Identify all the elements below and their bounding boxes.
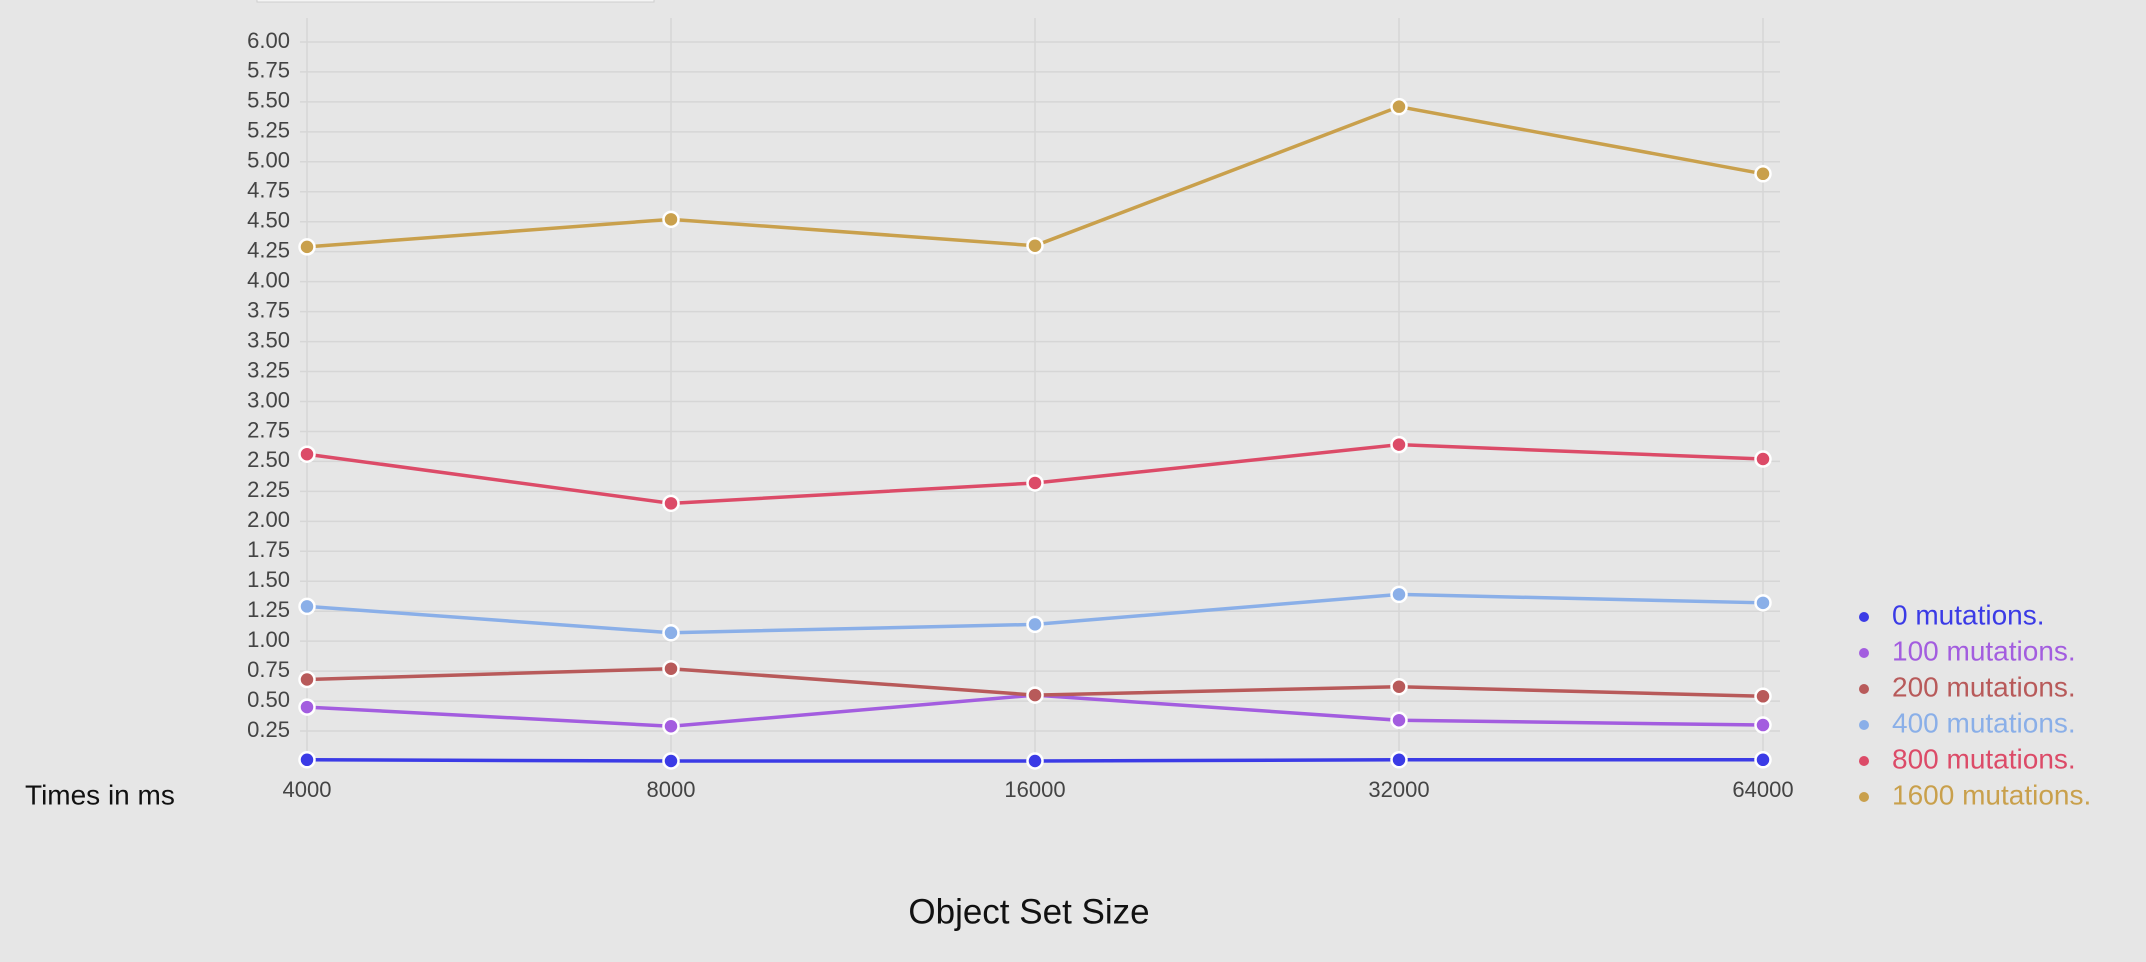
y-tick-label: 1.00 (247, 627, 290, 652)
legend-label: 100 mutations. (1892, 635, 2076, 666)
data-point (298, 751, 316, 769)
legend-label: 200 mutations. (1892, 671, 2076, 702)
y-tick-label: 3.25 (247, 357, 290, 382)
x-tick-label: 64000 (1732, 777, 1793, 802)
data-point (1754, 687, 1772, 706)
data-point (1026, 236, 1044, 255)
x-tick-label: 32000 (1368, 777, 1429, 802)
legend-label: 0 mutations. (1892, 599, 2045, 630)
y-tick-label: 2.50 (247, 447, 290, 472)
x-tick-label: 8000 (647, 777, 696, 802)
y-axis-label: Times in ms (25, 779, 175, 810)
data-point (1390, 97, 1408, 116)
x-tick-label: 16000 (1004, 777, 1065, 802)
input-box-edge (256, 0, 655, 3)
data-point (1390, 677, 1408, 696)
y-tick-label: 3.50 (247, 327, 290, 352)
data-point (662, 210, 680, 229)
data-point (1754, 165, 1772, 183)
y-tick-label: 5.75 (247, 58, 290, 83)
y-tick-label: 0.25 (247, 717, 290, 742)
data-point (1026, 686, 1044, 704)
legend-marker (1859, 792, 1869, 802)
data-point (298, 597, 316, 616)
data-point (662, 624, 680, 642)
data-point (1390, 711, 1408, 730)
y-tick-label: 5.00 (247, 148, 290, 173)
y-tick-label: 3.00 (247, 387, 290, 412)
data-point (1390, 435, 1408, 454)
data-point (662, 752, 680, 770)
data-point (1026, 474, 1044, 492)
legend-marker (1859, 756, 1869, 766)
legend-marker (1859, 720, 1869, 730)
data-point (662, 494, 680, 513)
data-point (1026, 615, 1044, 634)
y-tick-label: 3.75 (247, 297, 290, 322)
y-tick-label: 2.75 (247, 417, 290, 442)
y-tick-label: 5.50 (247, 88, 290, 113)
legend-marker (1859, 648, 1869, 658)
data-point (1026, 752, 1044, 770)
y-tick-label: 2.00 (247, 507, 290, 532)
data-point (662, 717, 680, 735)
data-point (1754, 716, 1772, 734)
x-tick-label: 4000 (283, 777, 332, 802)
data-point (1754, 594, 1772, 612)
data-point (1754, 450, 1772, 468)
y-tick-label: 5.25 (247, 118, 290, 143)
y-tick-label: 0.50 (247, 687, 290, 712)
data-point (298, 670, 316, 689)
y-tick-label: 1.50 (247, 567, 290, 592)
x-axis-label: Object Set Size (908, 892, 1149, 931)
y-tick-label: 4.00 (247, 267, 290, 292)
y-tick-label: 0.75 (247, 657, 290, 682)
y-tick-label: 6.00 (247, 28, 290, 53)
y-tick-label: 2.25 (247, 477, 290, 502)
legend-marker (1859, 612, 1869, 622)
legend-label: 800 mutations. (1892, 743, 2076, 774)
y-tick-label: 1.75 (247, 537, 290, 562)
legend-label: 400 mutations. (1892, 707, 2076, 738)
data-point (1390, 585, 1408, 604)
data-point (298, 445, 316, 463)
data-point (298, 238, 316, 256)
y-tick-label: 1.25 (247, 597, 290, 622)
legend-label: 1600 mutations. (1892, 779, 2091, 810)
y-tick-label: 4.50 (247, 208, 290, 233)
data-point (298, 698, 316, 716)
y-tick-label: 4.25 (247, 237, 290, 262)
data-point (1754, 751, 1772, 769)
data-point (662, 659, 680, 678)
data-point (1390, 751, 1408, 769)
legend-marker (1859, 684, 1869, 694)
y-tick-label: 4.75 (247, 178, 290, 203)
